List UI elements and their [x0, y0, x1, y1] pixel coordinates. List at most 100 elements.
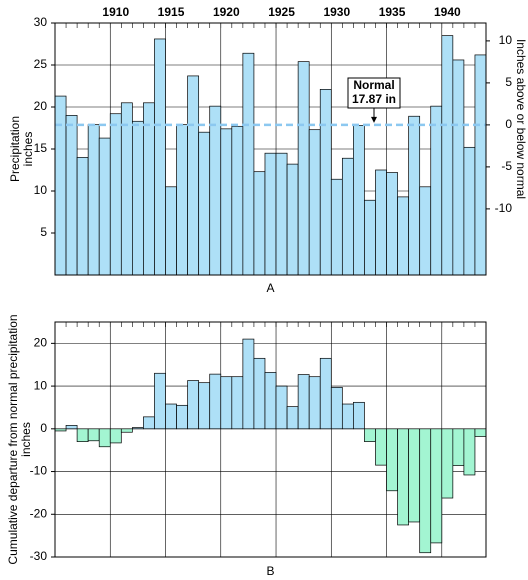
y-axis-label: Precipitationinches: [8, 116, 35, 182]
bar: [109, 428, 122, 444]
y-tick-label: 10: [34, 378, 48, 392]
bar: [386, 428, 398, 492]
y-axis-label-line: inches: [19, 422, 33, 457]
bar: [286, 406, 299, 430]
bar: [242, 338, 255, 430]
bar: [452, 59, 465, 276]
annotation-title: Normal: [353, 78, 394, 92]
bar: [430, 105, 443, 276]
y-axis-label-line: Precipitation: [8, 116, 22, 182]
x-tick-label: 1930: [323, 5, 350, 19]
bar: [253, 171, 266, 276]
bar: [109, 113, 122, 276]
plot-frame: [54, 321, 487, 558]
bar: [98, 137, 111, 276]
bar: [176, 124, 188, 276]
bar: [441, 35, 454, 276]
y-tick-label: -10: [30, 464, 48, 478]
bar: [353, 125, 365, 276]
x-tick-label: 1940: [434, 5, 461, 19]
bar: [209, 105, 222, 276]
bar: [286, 163, 299, 276]
bar: [76, 157, 89, 276]
y2-tick-label: 10: [499, 33, 513, 47]
bar: [452, 428, 465, 466]
bar: [187, 75, 200, 276]
x-tick-label: 1925: [268, 5, 295, 19]
bar: [165, 403, 177, 430]
x-tick-label: 1910: [102, 5, 129, 19]
y2-tick-label: 0: [505, 117, 512, 131]
bar: [308, 129, 321, 276]
y-tick-label: 30: [34, 15, 48, 29]
bar: [220, 128, 233, 276]
y-tick-label: 20: [34, 336, 48, 350]
y-axis-label-line: Cumulative departure from normal precipi…: [6, 314, 20, 564]
plot-frame: [54, 22, 487, 276]
bar: [54, 95, 67, 276]
bar: [54, 428, 67, 432]
bar: [87, 428, 100, 442]
bar: [143, 416, 155, 430]
y-tick-label: 25: [34, 57, 48, 71]
bar: [375, 169, 387, 276]
bar: [397, 428, 409, 526]
y2-tick-label: -5: [501, 159, 512, 173]
bar: [98, 428, 111, 448]
y-tick-label: 0: [40, 421, 47, 435]
annotation-value: 17.87 in: [352, 92, 396, 106]
bar: [419, 186, 432, 276]
bar: [231, 125, 244, 276]
bar: [474, 428, 487, 437]
bar: [330, 387, 343, 430]
bar: [65, 425, 78, 430]
y2-tick-label: -10: [495, 201, 513, 215]
bar: [242, 52, 255, 276]
y2-tick-label: 5: [505, 75, 512, 89]
bar: [408, 115, 421, 276]
arrow-head: [371, 116, 377, 123]
bar: [308, 376, 321, 430]
bar: [176, 404, 188, 430]
x-tick-label: 1920: [213, 5, 240, 19]
bar: [330, 178, 343, 276]
bar: [319, 357, 332, 430]
bar: [198, 131, 211, 276]
y-tick-label: -20: [30, 506, 48, 520]
y-tick-label: -30: [30, 549, 48, 563]
bar: [143, 102, 155, 276]
bar: [341, 403, 354, 430]
bar: [154, 38, 166, 276]
annotation-box: [347, 77, 401, 109]
bar: [132, 120, 144, 276]
y2-axis-label: Inches above or below normal: [514, 39, 528, 199]
y-axis-label-line: inches: [21, 132, 35, 167]
bar: [474, 54, 487, 276]
bar: [408, 428, 421, 523]
bar: [209, 373, 222, 430]
bar: [297, 61, 310, 276]
bar: [364, 428, 376, 442]
bar: [120, 428, 133, 433]
bar: [253, 357, 266, 430]
bar: [419, 428, 432, 554]
bar: [65, 115, 78, 276]
bar: [441, 428, 454, 499]
bar: [275, 152, 288, 276]
y-tick-label: 5: [40, 225, 47, 239]
bar: [463, 428, 476, 476]
bar: [386, 172, 398, 276]
x-tick-label: 1935: [379, 5, 406, 19]
caption: A: [266, 281, 274, 295]
bar: [154, 372, 166, 430]
y-tick-label: 10: [34, 183, 48, 197]
bar: [198, 382, 211, 430]
y-tick-label: 20: [34, 99, 48, 113]
bar: [165, 186, 177, 276]
bar: [319, 89, 332, 276]
bar: [220, 376, 233, 430]
bar: [275, 385, 288, 430]
bar: [187, 380, 200, 430]
x-tick-label: 1915: [158, 5, 185, 19]
